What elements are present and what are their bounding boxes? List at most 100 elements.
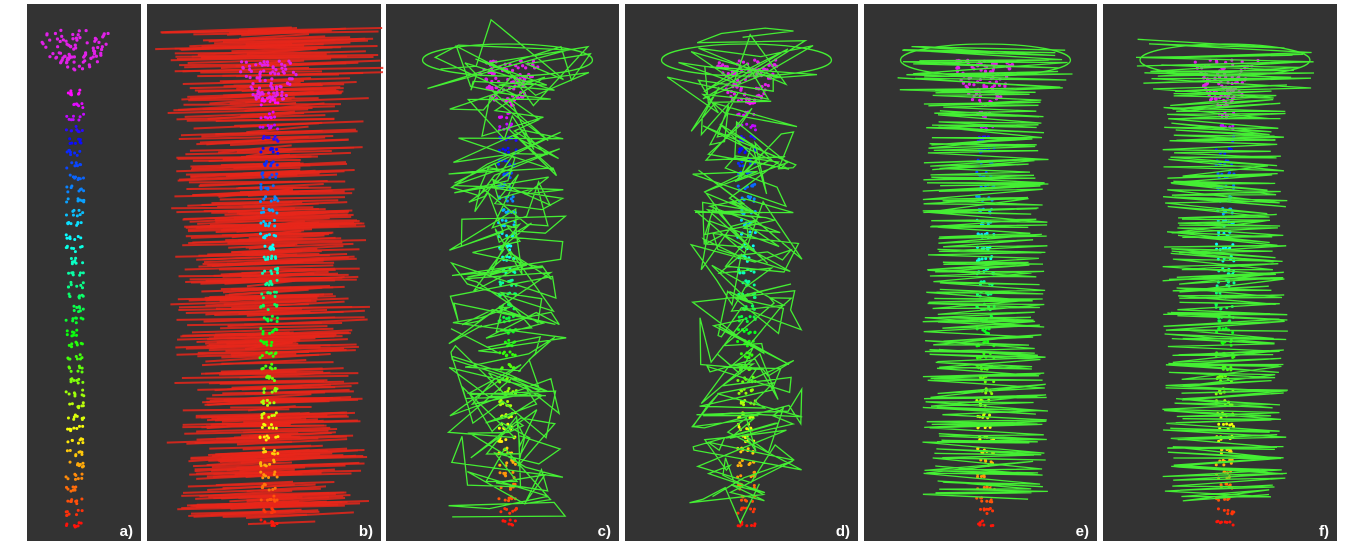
point [268,136,271,139]
point [742,61,745,64]
point [274,101,277,104]
point [82,394,85,397]
point [509,519,512,522]
point [70,377,73,380]
point [74,478,77,481]
point [270,507,273,510]
point [81,466,84,469]
point [55,56,58,59]
point [509,351,512,354]
point [68,513,71,516]
point [97,41,100,44]
point [718,61,721,64]
point [80,522,83,525]
point [65,60,68,63]
point [1231,356,1234,359]
point [56,37,59,40]
point [753,484,756,487]
point [276,101,279,104]
point [69,449,72,452]
point [257,96,260,99]
point [736,340,739,343]
point [76,103,79,106]
point [981,520,984,523]
point [276,522,279,525]
point [273,224,276,227]
point [276,163,279,166]
point [75,125,78,128]
point [84,29,87,32]
point [499,510,502,513]
point [74,341,77,344]
point [56,45,59,48]
point [259,356,262,359]
point [738,425,741,428]
point [274,295,277,298]
point [74,489,77,492]
panel: f) [1103,4,1337,541]
point [82,189,85,192]
point [73,415,76,418]
panel-label: c) [598,523,611,540]
point [245,61,248,64]
point [260,103,263,106]
point [65,166,68,169]
point [260,416,263,419]
point [74,43,77,46]
point [292,71,295,74]
point [274,135,277,138]
point [275,211,278,214]
point [260,498,263,501]
point [749,508,752,511]
point [749,126,752,129]
point [263,63,266,66]
point [274,234,277,237]
point [81,106,84,109]
point [745,328,748,331]
point [86,41,89,44]
point [268,498,271,501]
point [276,279,279,282]
point [77,33,80,36]
point [68,428,71,431]
point [68,358,71,361]
point [66,449,69,452]
point [75,329,78,332]
point [749,231,752,234]
point [266,320,269,323]
point [1232,523,1235,526]
point [276,452,279,455]
point [263,341,266,344]
point [982,84,985,87]
point [79,213,82,216]
point [77,235,80,238]
point [70,161,73,164]
point [66,329,69,332]
point [80,102,83,105]
point [502,519,505,522]
panel: c) [386,4,619,541]
point [750,524,753,527]
point [259,471,262,474]
point [502,352,505,355]
point [82,113,85,116]
point [68,344,71,347]
point [507,147,510,150]
point [515,139,518,142]
point [276,93,279,96]
point [984,257,987,260]
point [273,198,276,201]
point [280,94,283,97]
point [1217,423,1220,426]
point [258,79,261,82]
point [266,64,269,67]
point [753,183,756,186]
point [83,54,86,57]
point [77,451,80,454]
point [259,232,262,235]
point [271,86,274,89]
point [1222,423,1225,426]
point [258,75,261,78]
point [74,474,77,477]
point [67,91,70,94]
